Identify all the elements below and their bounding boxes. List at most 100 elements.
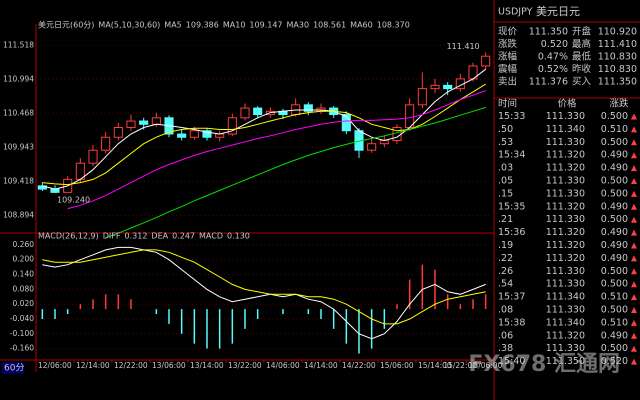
trade-change: 0.490	[601, 240, 628, 251]
trade-time: 15:35	[498, 201, 525, 212]
legend-text: 0.312	[125, 232, 148, 241]
indicator-line	[42, 249, 486, 325]
legend-text: MA(5,10,30,60)	[98, 21, 160, 30]
trade-time: .08	[498, 305, 513, 316]
period-button[interactable]	[2, 362, 24, 374]
indicator-line	[105, 106, 486, 239]
quote-value: 110.920	[598, 27, 637, 38]
trade-arrow	[631, 319, 637, 326]
legend-text: MA5	[164, 21, 181, 30]
y-tick-label: 110.994	[3, 74, 34, 83]
x-tick-label: 14/14:00	[304, 361, 338, 370]
trade-arrow	[631, 126, 637, 133]
y-tick-label: 110.468	[3, 108, 34, 117]
trade-change: 0.500	[601, 305, 628, 316]
y-tick-label: 109.418	[3, 176, 34, 185]
trade-arrow	[631, 139, 637, 146]
candle-body	[101, 136, 111, 151]
candle-body	[240, 107, 250, 119]
quote-value: 0.47%	[538, 52, 568, 63]
quote-label: 涨幅	[498, 51, 518, 63]
trade-price: 111.320	[546, 150, 585, 161]
quote-value: 110.830	[598, 64, 637, 75]
legend-text: MA30	[287, 21, 310, 30]
y-tick-label: 0.140	[13, 270, 35, 279]
candle-body	[253, 107, 263, 116]
trade-arrow	[631, 216, 637, 223]
trade-price: 111.330	[546, 266, 585, 277]
quote-value: 111.350	[598, 77, 637, 88]
quote-value: 111.376	[529, 77, 568, 88]
quote-value: 111.410	[598, 39, 637, 50]
trade-time: .05	[498, 176, 513, 187]
candle-body	[341, 114, 351, 132]
candle-body	[202, 130, 212, 138]
trade-change: 0.520	[601, 356, 628, 367]
trade-time: .06	[498, 330, 513, 341]
trade-change: 0.490	[601, 150, 628, 161]
candle-body	[177, 133, 187, 138]
quote-label: 最低	[572, 51, 592, 63]
trades-header: 涨跌	[609, 98, 629, 110]
y-tick-label: 0.080	[13, 284, 35, 293]
legend-text: 108.561	[313, 21, 346, 30]
trade-price: 111.320	[546, 227, 585, 238]
quote-label: 涨跌	[498, 38, 518, 50]
x-tick-label: 13/06:00	[152, 361, 186, 370]
candle-body	[126, 120, 136, 129]
x-tick-label: 15/22:00	[443, 361, 477, 370]
quote-value: 0.520	[541, 39, 568, 50]
candle-body	[430, 84, 440, 90]
legend-text: MACD(26,12,9)	[38, 232, 99, 241]
quote-symbol: USDJPY	[498, 7, 533, 18]
legend-text: DIFF	[103, 232, 121, 241]
x-tick-label: 15/06:00	[380, 361, 414, 370]
y-tick-label: 0.200	[13, 255, 35, 264]
trade-arrow	[631, 165, 637, 172]
trade-change: 0.490	[601, 227, 628, 238]
trade-arrow	[631, 281, 637, 288]
candle-body	[392, 127, 402, 141]
quote-label: 昨收	[572, 63, 592, 75]
trade-arrow	[631, 294, 637, 301]
trade-price: 111.320	[546, 163, 585, 174]
y-tick-label: 108.894	[3, 210, 34, 219]
x-tick-label: 14/22:00	[342, 361, 376, 370]
period-label[interactable]: 60分	[4, 363, 24, 374]
trade-arrow	[631, 229, 637, 236]
trade-price: 111.330	[546, 176, 585, 187]
quote-value: 0.52%	[538, 64, 568, 75]
trade-change: 0.500	[601, 279, 628, 290]
trade-price: 111.340	[546, 317, 585, 328]
candle-body	[151, 117, 161, 125]
trade-change: 0.500	[601, 137, 628, 148]
trade-price: 111.330	[546, 214, 585, 225]
trade-arrow	[631, 345, 637, 352]
y-tick-label: -0.160	[10, 344, 34, 353]
candle-body	[139, 120, 149, 125]
quote-label: 卖出	[498, 76, 517, 88]
x-tick-label: 14/06:00	[266, 361, 300, 370]
legend-text: MACD	[199, 232, 223, 241]
trade-time: 15:37	[498, 292, 525, 303]
high-annotation: 111.410	[447, 42, 480, 51]
trade-change: 0.490	[601, 253, 628, 264]
legend-text: 109.386	[186, 21, 219, 30]
indicator-line	[42, 246, 486, 340]
trade-time: .22	[498, 253, 513, 264]
trade-arrow	[631, 255, 637, 262]
x-tick-label: 18/06:00	[469, 361, 503, 370]
trade-change: 0.490	[601, 201, 628, 212]
trade-price: 111.350	[546, 356, 585, 367]
x-tick-label: 12/22:00	[114, 361, 148, 370]
trade-price: 111.320	[546, 330, 585, 341]
legend-text: MA10	[223, 21, 246, 30]
candle-body	[417, 88, 427, 106]
trade-time: 15:40	[498, 356, 525, 367]
trade-arrow	[631, 152, 637, 159]
candle-body	[227, 117, 237, 135]
x-tick-label: 12/14:00	[76, 361, 110, 370]
indicator-line	[67, 90, 486, 210]
y-tick-label: 111.518	[3, 40, 34, 49]
